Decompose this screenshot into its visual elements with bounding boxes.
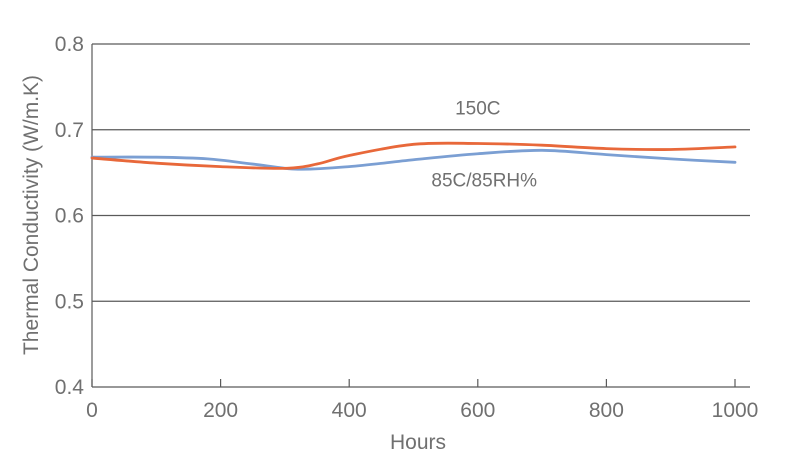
y-tick-label: 0.8: [55, 33, 84, 56]
grid-lines: [92, 43, 750, 388]
y-tick-label: 0.4: [55, 376, 85, 399]
y-tick-label: 0.7: [55, 119, 84, 142]
y-tick-label: 0.5: [55, 290, 84, 313]
y-tick-label: 0.6: [55, 205, 84, 228]
x-tick-label: 200: [203, 399, 238, 422]
series-annotation: 85C/85RH%: [431, 170, 537, 191]
series-line-1: [90, 148, 737, 171]
y-axis-title: Thermal Conductivity (W/m.K): [20, 75, 43, 355]
series-annotation: 150C: [455, 98, 500, 119]
labels: 0.4 0.5 0.6 0.7 0.8 0 200 400 600 800 1000 150C 85C/…: [55, 33, 759, 422]
x-axis-title: Hours: [390, 431, 446, 454]
x-tick-label: 800: [589, 399, 624, 422]
axes: [91, 44, 736, 387]
x-tick-label: 0: [86, 399, 98, 422]
series-line-0: [90, 141, 737, 170]
series-lines: [90, 141, 737, 171]
x-tick-label: 600: [460, 399, 495, 422]
x-tick-label: 1000: [712, 399, 759, 422]
x-tick-label: 400: [332, 399, 367, 422]
